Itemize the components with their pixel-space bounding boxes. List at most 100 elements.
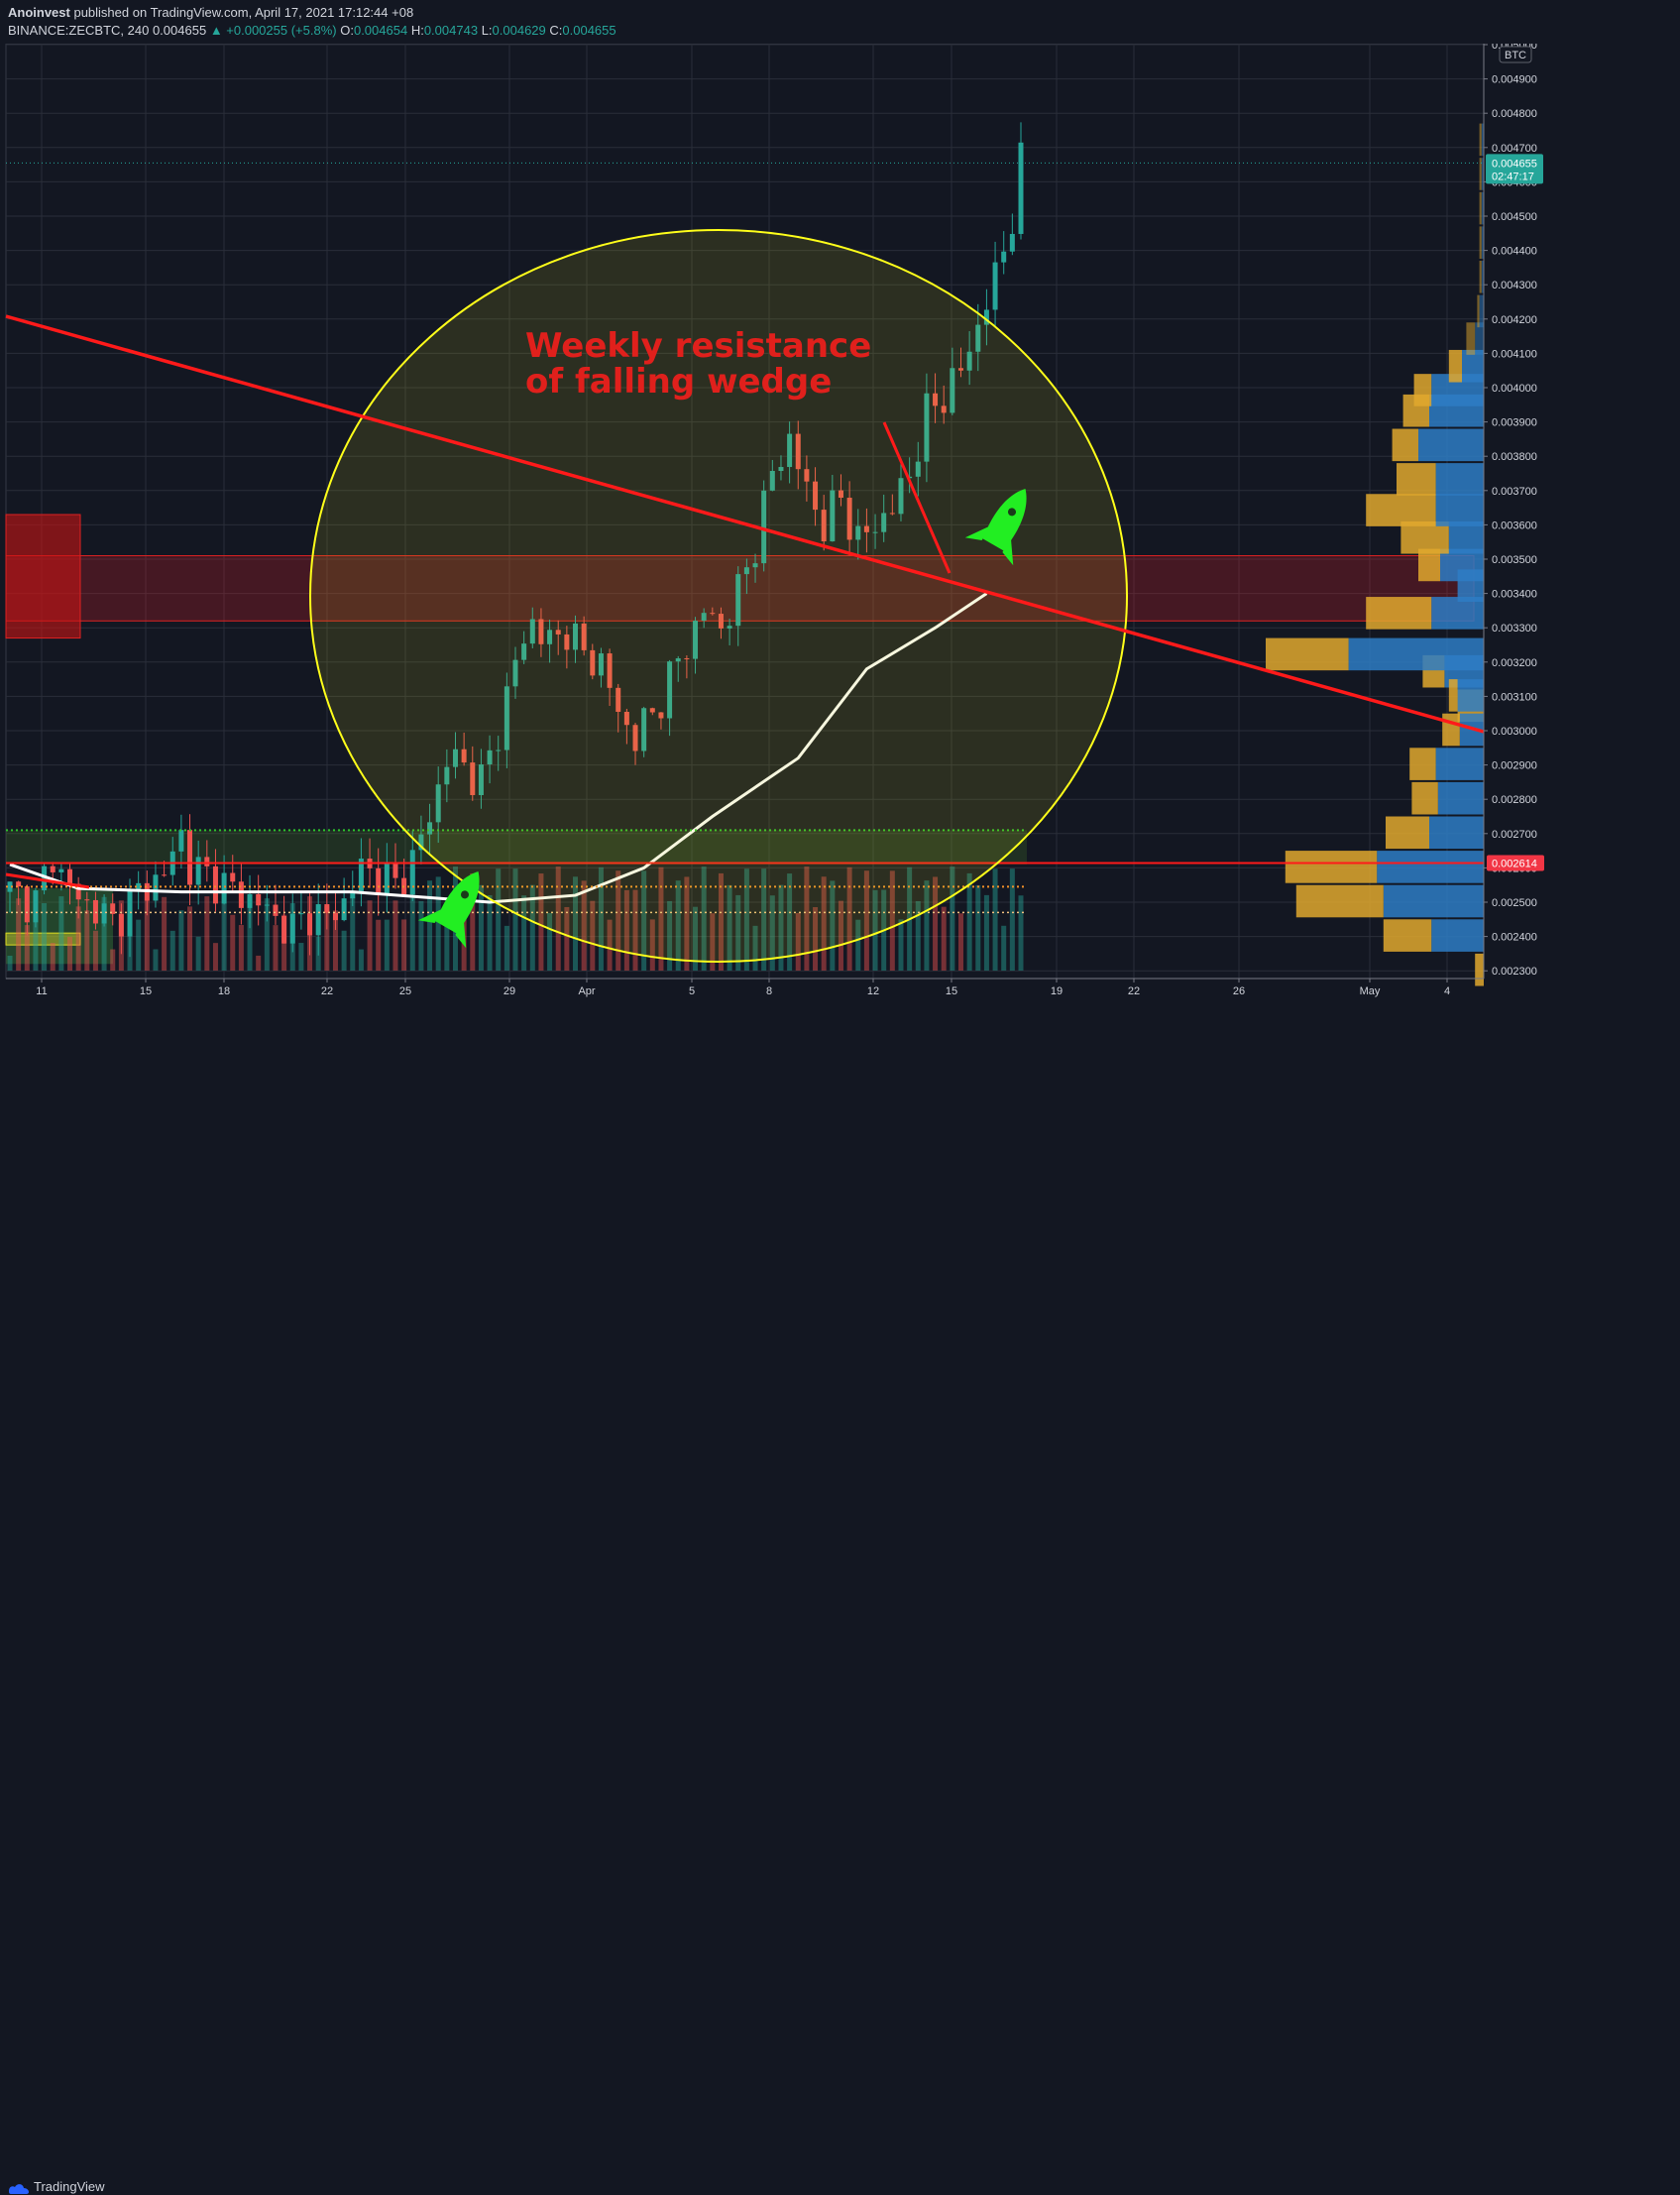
candle-body [512,659,518,687]
volume-bar [7,956,13,971]
author-name[interactable]: Anoinvest [8,5,70,20]
candle-body [649,708,655,713]
candle-body [118,913,124,937]
candle-body [957,368,963,371]
volume-bar [169,930,175,971]
volume-bar [101,896,107,971]
volume-bar [58,896,64,971]
candle-body [898,478,904,515]
candle-body [178,830,184,852]
candle-body [324,904,330,913]
candle-body [110,903,116,914]
candle-body [743,567,749,575]
candle-body [573,623,579,650]
candle-body [204,857,210,866]
profile-bar-sell [1481,123,1484,157]
candle-body [84,899,90,901]
profile-bar-sell [1448,520,1484,554]
candle-body [127,889,133,937]
volume-bar [298,943,304,971]
candle-body [7,881,13,892]
profile-bar-buy [1266,637,1349,671]
volume-bar [564,906,570,971]
volume-bar [350,896,356,971]
x-tick-label: 25 [399,985,411,997]
close-label: C: [549,23,563,38]
volume-bar [435,876,441,971]
volume-bar [649,919,655,971]
x-tick-label: 15 [946,985,957,997]
profile-bar-buy [1442,713,1460,747]
candle-body [461,749,467,763]
chart-footer: TradingView [0,1085,1680,2194]
volume-bar [573,876,579,971]
volume-bar [238,925,244,971]
symbol-label[interactable]: BINANCE:ZECBTC, 240 [8,23,150,38]
candle-body [230,872,236,882]
volume-bar [230,914,236,971]
candle-body [684,658,690,660]
volume-bar [632,889,638,971]
candle-body [872,531,878,533]
open-label: O: [340,23,354,38]
y-tick-label: 0.003300 [1492,623,1537,635]
x-tick-label: 22 [1128,985,1140,997]
profile-bar-buy [1448,349,1462,383]
volume-bar [743,868,749,971]
profile-bar-sell [1418,428,1484,462]
ohlc-legend: BINANCE:ZECBTC, 240 0.004655 ▲ +0.000255… [8,23,616,38]
tradingview-logo[interactable]: TradingView [8,2179,105,2195]
candle-body [538,619,544,644]
volume-bar [50,943,56,971]
volume-bar [607,919,613,971]
candle-body [24,886,30,923]
candle-body [289,913,295,944]
volume-bar [324,906,330,971]
volume-bar [110,949,116,971]
currency-label: BTC [1505,50,1526,61]
volume-bar [42,902,48,971]
y-tick-label: 0.002400 [1492,932,1537,944]
candle-body [67,868,73,884]
left-yellow-block [5,932,81,946]
candle-body [727,626,732,629]
candle-body [821,510,827,542]
profile-bar-sell [1435,494,1484,526]
candle-body [830,490,836,542]
current-price-tag [1486,154,1543,184]
rocket-body [982,489,1027,551]
rocket-fin-left [417,908,444,924]
candle-body [658,712,664,719]
volume-bar [273,925,279,971]
profile-bar-buy [1479,260,1482,293]
volume-bar [804,866,810,971]
y-tick-label: 0.003500 [1492,554,1537,566]
candle-body [641,708,647,751]
volume-bar [623,889,629,971]
volume-bar [675,880,681,971]
time-axis[interactable]: 11 15 18 22 25 29 Apr 5 8 12 15 19 22 26 May 4 [6,978,1484,997]
candle-body [564,634,570,650]
x-tick-label: 29 [504,985,515,997]
y-tick-label: 0.003700 [1492,486,1537,498]
profile-bar-sell [1457,679,1484,712]
candle-body [212,866,218,904]
rocket-fin-right [455,920,467,949]
candle-body [418,834,424,851]
candle-body [915,461,921,477]
y-tick-label: 0.003100 [1492,691,1537,703]
candle-body [187,830,193,885]
profile-bar-sell [1437,781,1484,815]
profile-bar-sell [1481,226,1484,259]
volume-bar [24,925,30,971]
candle-body [247,893,253,908]
candle-body [16,881,22,887]
candle-body [264,904,270,906]
volume-bar [975,884,981,971]
volume-bar [75,906,81,971]
candle-body [598,653,604,676]
price-axis[interactable]: 0.0050000.0049000.0048000.0047000.004600… [1483,44,1544,979]
candle-body [581,623,587,650]
volume-bars [7,866,1024,971]
